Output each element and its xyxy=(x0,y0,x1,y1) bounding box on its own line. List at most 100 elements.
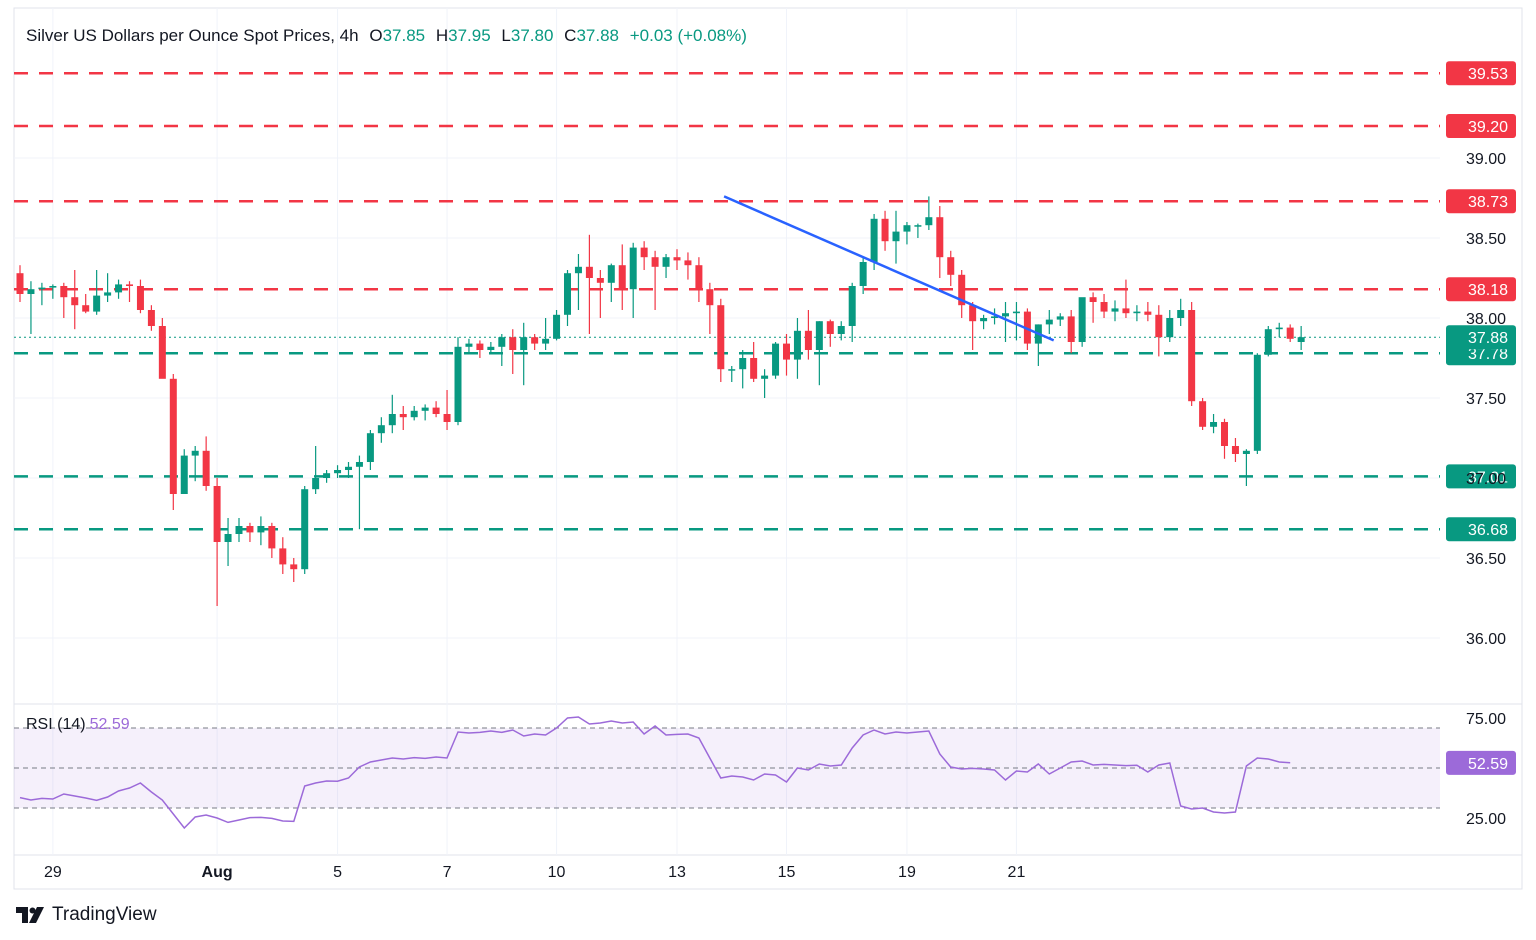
candle xyxy=(476,343,484,350)
candle xyxy=(1199,401,1207,427)
time-tick-label: 10 xyxy=(548,864,566,881)
low-label: L xyxy=(501,26,511,45)
candle xyxy=(1089,297,1097,302)
chart-header: Silver US Dollars per Ounce Spot Prices,… xyxy=(26,26,747,46)
candle xyxy=(1144,311,1152,315)
candle xyxy=(728,369,736,371)
time-axis: 29 Aug 5 7 10 13 15 19 21 xyxy=(44,864,1025,881)
resistance-level-tag xyxy=(1446,114,1516,138)
candle xyxy=(618,265,626,290)
candle xyxy=(71,297,79,306)
candle xyxy=(969,305,977,322)
candle xyxy=(104,292,112,296)
candle xyxy=(27,289,35,294)
candle xyxy=(169,378,177,494)
candle xyxy=(509,337,517,350)
candle xyxy=(454,346,462,422)
candle xyxy=(881,218,889,242)
candle xyxy=(487,346,495,350)
candle xyxy=(553,314,561,339)
support-level-label: 37.01 xyxy=(1468,469,1508,486)
horizontal-levels xyxy=(14,71,1440,531)
current-price-tag xyxy=(1446,325,1516,350)
resistance-level-tag xyxy=(1446,189,1516,214)
candle xyxy=(191,450,199,456)
brand[interactable]: TradingView xyxy=(16,904,157,926)
support-level-label: 37.78 xyxy=(1468,346,1508,363)
time-tick-label: 21 xyxy=(1008,864,1026,881)
candle xyxy=(377,425,385,434)
rsi-current-label: 52.59 xyxy=(1468,756,1508,773)
tradingview-logo-icon xyxy=(16,907,44,923)
candle xyxy=(596,278,604,283)
support-level-tag xyxy=(1446,464,1516,489)
rsi-legend: RSI (14) 52.59 xyxy=(26,716,130,734)
rsi-pane xyxy=(14,716,1440,830)
candle xyxy=(958,274,966,306)
high-value: 37.95 xyxy=(448,26,491,45)
candle xyxy=(739,358,747,370)
candle xyxy=(531,337,539,344)
candle xyxy=(936,217,944,258)
trendline-layer xyxy=(723,195,1055,342)
candle xyxy=(498,337,506,347)
support-level-tag xyxy=(1446,517,1516,542)
candle xyxy=(345,466,352,470)
candle xyxy=(991,316,999,318)
candle xyxy=(706,289,714,306)
candle xyxy=(520,337,528,350)
candle xyxy=(465,343,473,347)
high-label: H xyxy=(435,26,449,45)
candle xyxy=(126,284,133,286)
candle xyxy=(695,265,703,290)
resistance-level-label: 39.20 xyxy=(1468,119,1508,136)
candle xyxy=(1100,302,1108,312)
price-tick-label: 38.50 xyxy=(1466,231,1506,248)
candle xyxy=(202,450,210,486)
candle xyxy=(673,257,681,261)
candle xyxy=(1166,318,1174,338)
candle xyxy=(804,330,812,350)
candle xyxy=(1078,297,1086,342)
time-tick-label: 13 xyxy=(668,864,686,881)
resistance-level-label: 39.53 xyxy=(1468,66,1508,83)
candle xyxy=(334,470,342,474)
open-label: O xyxy=(369,26,383,45)
candle xyxy=(914,225,922,227)
resistance-level-label: 38.18 xyxy=(1468,282,1508,299)
candle xyxy=(432,407,440,414)
current-price-label: 37.88 xyxy=(1468,330,1508,347)
candle xyxy=(1133,311,1141,314)
candle xyxy=(257,526,265,533)
candle xyxy=(1253,354,1261,451)
price-tick-label: 39.00 xyxy=(1466,151,1506,168)
resistance-level-tag xyxy=(1446,61,1516,86)
open-value: 37.85 xyxy=(382,26,426,45)
candle xyxy=(826,321,834,334)
candle xyxy=(684,260,692,266)
price-tick-label: 37.50 xyxy=(1466,391,1506,408)
candle xyxy=(903,225,911,232)
candle xyxy=(542,338,550,344)
candle xyxy=(947,257,955,275)
candle xyxy=(312,478,320,490)
candle xyxy=(1056,316,1064,320)
time-tick-label: 19 xyxy=(898,864,916,881)
time-tick-label: Aug xyxy=(202,864,233,881)
candle xyxy=(60,286,68,298)
price-axis: 39.53 39.20 38.73 38.18 37.78 37.01 36.68 37.88… xyxy=(1446,61,1516,828)
symbol-title: Silver US Dollars per Ounce Spot Prices,… xyxy=(26,26,359,45)
candle xyxy=(301,489,309,570)
candle xyxy=(147,310,155,326)
candle xyxy=(1297,337,1305,342)
rsi-current-tag xyxy=(1446,750,1516,775)
grid xyxy=(14,8,1440,855)
candle xyxy=(224,534,232,542)
candle xyxy=(38,287,46,290)
candle xyxy=(607,265,615,283)
candle xyxy=(323,473,331,478)
rsi-line xyxy=(19,716,1291,830)
rsi-label: RSI (14) xyxy=(26,716,86,733)
chart-frame xyxy=(13,7,1523,890)
